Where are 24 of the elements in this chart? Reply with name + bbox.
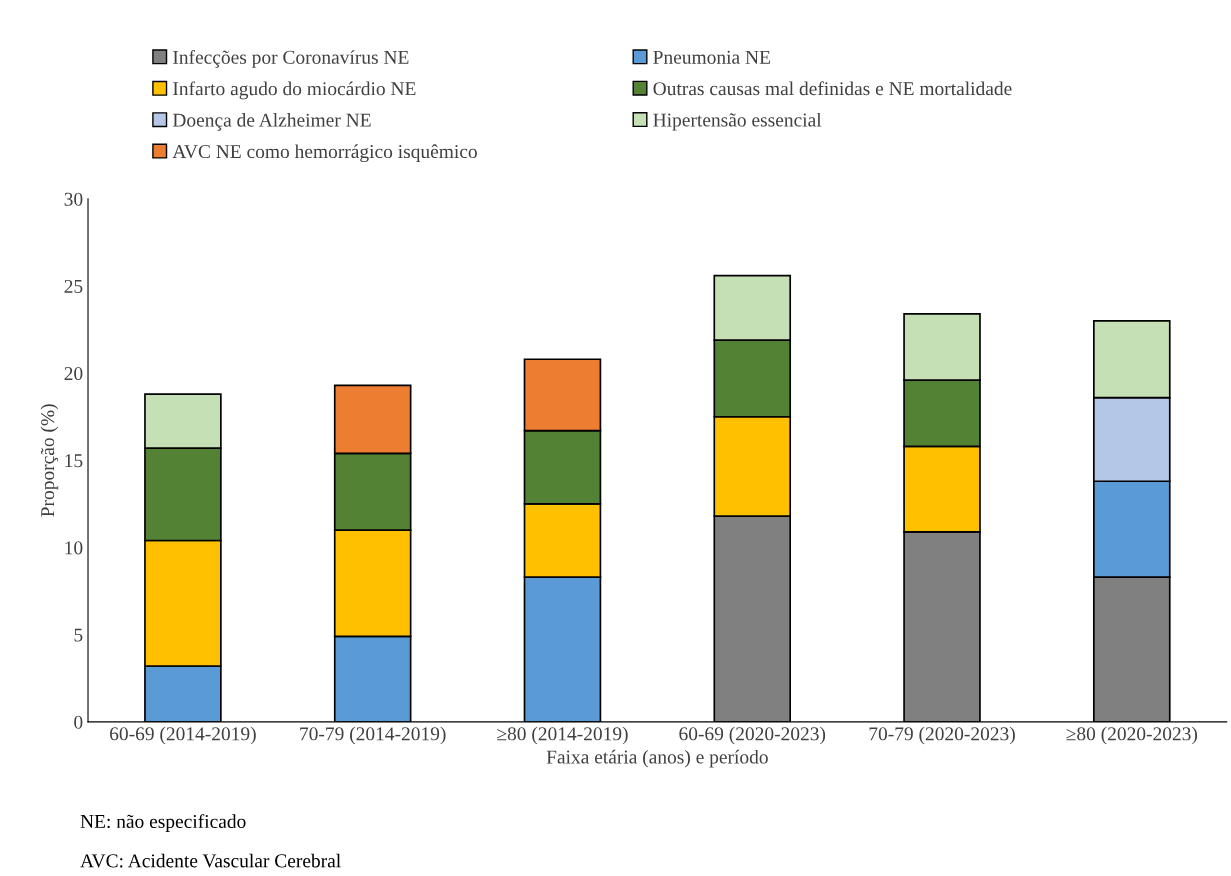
y-tick-label: 0 bbox=[74, 715, 83, 729]
legend-label: Infecções por Coronavírus NE bbox=[173, 49, 409, 68]
legend-label: Doença de Alzheimer NE bbox=[172, 113, 371, 131]
x-tick-label: ≥80 (2014-2019) bbox=[497, 726, 628, 745]
y-tick-label: 15 bbox=[65, 454, 83, 468]
x-tick-label: 70-79 (2014-2019) bbox=[300, 726, 446, 745]
x-tick-label: 70-79 (2020-2023) bbox=[869, 726, 1015, 745]
x-tick-label: 60-69 (2020-2023) bbox=[679, 726, 826, 745]
y-tick-label: 5 bbox=[74, 628, 83, 642]
y-axis-title: Proporção (%) bbox=[40, 404, 59, 517]
y-tick-label: 20 bbox=[64, 366, 83, 381]
legend-label: Outras causas mal definidas e NE mortalidade bbox=[653, 81, 1012, 96]
x-axis-title: Faixa etária (anos) e período bbox=[546, 749, 768, 768]
y-tick-label: 25 bbox=[64, 279, 83, 293]
x-tick-label: 60-69 (2014-2019) bbox=[110, 726, 256, 745]
legend-label: AVC NE como hemorrágico isquêmico bbox=[172, 144, 477, 163]
legend-label: Hipertensão essencial bbox=[653, 112, 822, 131]
text: NE: não especificado bbox=[80, 814, 246, 832]
legend-label: Pneumonia NE bbox=[653, 50, 770, 64]
text: AVC: Acidente Vascular Cerebral bbox=[80, 853, 341, 868]
x-tick-label: ≥80 (2020-2023) bbox=[1066, 726, 1198, 745]
y-tick-label: 30 bbox=[64, 192, 83, 206]
legend-label: Infarto agudo do miocárdio NE bbox=[173, 81, 416, 100]
y-tick-label: 10 bbox=[65, 541, 83, 555]
